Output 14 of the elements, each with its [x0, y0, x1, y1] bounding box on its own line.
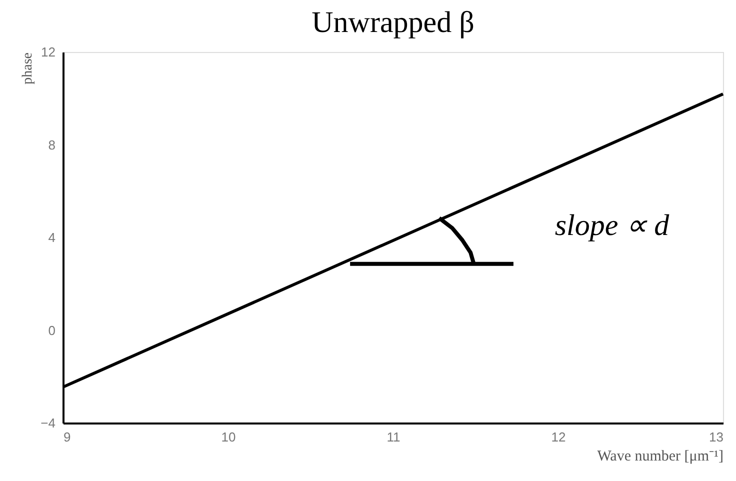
- y-tick-label: 0: [48, 322, 56, 338]
- y-tick-label: 4: [48, 230, 56, 245]
- y-tick-label: 12: [41, 44, 56, 60]
- x-tick-label: 12: [551, 430, 566, 444]
- x-tick-label: 13: [709, 430, 724, 444]
- y-axis-title: phase: [20, 52, 36, 84]
- x-tick-label: 10: [221, 430, 236, 444]
- y-tick-label: −4: [40, 416, 56, 430]
- x-tick-label: 11: [386, 430, 400, 444]
- x-axis-title: Wave number [μm⁻¹]: [597, 448, 724, 464]
- chart-title: Unwrapped β: [312, 6, 474, 39]
- annotation: slope ∝ d: [554, 209, 670, 242]
- x-tick-label: 9: [64, 430, 71, 444]
- y-tick-label: 8: [48, 137, 56, 152]
